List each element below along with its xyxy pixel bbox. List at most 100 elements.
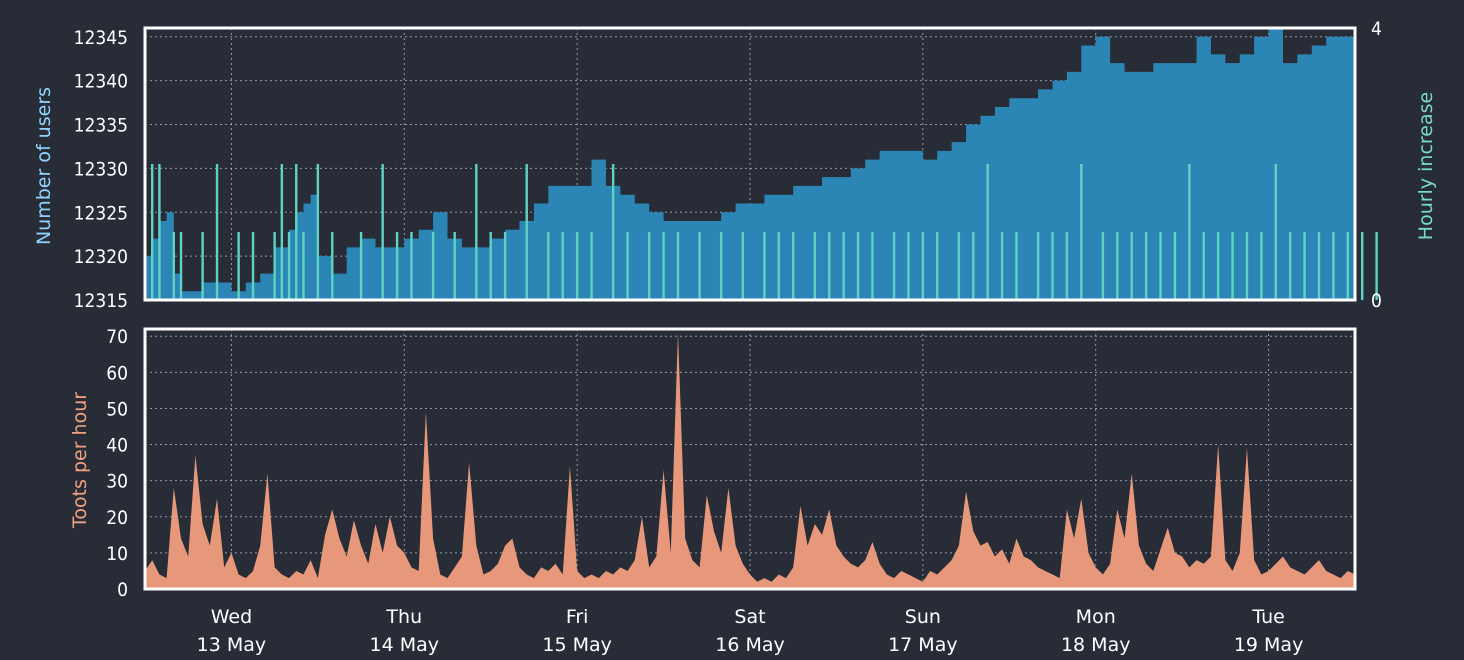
hourly-increase-bar xyxy=(986,164,989,300)
hourly-increase-bar xyxy=(741,232,744,300)
hourly-increase-bar xyxy=(1245,232,1249,300)
toots-y-tick-label: 30 xyxy=(106,471,128,493)
hourly-increase-layer xyxy=(151,164,1378,300)
hourly-increase-bar xyxy=(151,164,154,300)
hourly-increase-bar xyxy=(611,164,615,300)
users-y-axis-label: Number of users xyxy=(33,87,55,245)
hourly-increase-bar xyxy=(179,232,183,300)
users-area xyxy=(145,28,1384,300)
hourly-increase-bar xyxy=(1260,232,1263,300)
x-tick-date-label: 15 May xyxy=(542,634,612,656)
hourly-increase-bar xyxy=(719,232,723,300)
hourly-increase-bar xyxy=(331,232,334,300)
hourly-increase-bar xyxy=(316,164,320,300)
hourly-increase-bar xyxy=(1216,232,1220,300)
users-y-tick-label: 12335 xyxy=(74,115,128,137)
hourly-increase-bar xyxy=(215,164,219,300)
users-panel-frame xyxy=(143,26,1357,302)
toots-y-tick-label: 60 xyxy=(106,362,128,384)
x-tick-date-label: 17 May xyxy=(888,634,958,656)
toots-y-tick-label: 70 xyxy=(106,326,128,348)
users-y-tick-label: 12315 xyxy=(74,290,128,312)
users-y-tick-label: 12340 xyxy=(74,71,128,93)
toots-y-ticks: 0 10 20 30 40 50 60 70 xyxy=(106,326,128,601)
hourly-increase-bar xyxy=(172,232,176,300)
hourly-increase-bar xyxy=(1332,232,1335,300)
hourly-increase-bar xyxy=(957,232,961,300)
x-tick-date-label: 16 May xyxy=(715,634,785,656)
users-y-tick-label: 12320 xyxy=(74,246,128,268)
x-tick-date-label: 14 May xyxy=(370,634,440,656)
x-tick-day-label: Mon xyxy=(1076,606,1116,628)
hourly-increase-bar xyxy=(273,232,276,300)
hourly-increase-bar xyxy=(453,232,456,300)
hourly-increase-bar xyxy=(662,232,665,300)
hourly-increase-bar xyxy=(763,232,766,300)
hourly-increase-bar xyxy=(503,232,507,300)
toots-y-axis-label: Toots per hour xyxy=(69,392,91,529)
x-tick-date-label: 18 May xyxy=(1061,634,1131,656)
users-y-ticks: 12315 12320 12325 12330 12335 12340 12345 xyxy=(74,27,128,312)
hourly-increase-bar xyxy=(1317,232,1321,300)
hourly-increase-bar xyxy=(1188,164,1191,300)
x-tick-day-label: Sun xyxy=(905,606,941,628)
users-area-layer xyxy=(145,28,1384,300)
hourly-increase-bar xyxy=(871,232,874,300)
hourly-y-tick-label: 0 xyxy=(1371,290,1382,312)
x-tick-date-label: 13 May xyxy=(197,634,267,656)
hourly-increase-bar xyxy=(1274,164,1277,300)
hourly-increase-bar xyxy=(395,232,399,300)
hourly-increase-bar xyxy=(489,232,492,300)
x-tick-day-label: Thu xyxy=(385,606,422,628)
hourly-increase-bar xyxy=(842,232,845,300)
hourly-increase-bar xyxy=(1288,232,1292,300)
hourly-increase-bar xyxy=(475,164,478,300)
hourly-increase-bar xyxy=(280,164,284,300)
hourly-increase-bar xyxy=(575,232,579,300)
hourly-increase-bar xyxy=(1101,232,1105,300)
users-y-tick-label: 12345 xyxy=(74,27,128,49)
hourly-increase-bar xyxy=(547,232,550,300)
hourly-increase-bar xyxy=(1303,232,1306,300)
users-y-tick-label: 12330 xyxy=(74,158,128,180)
hourly-increase-bar xyxy=(1080,164,1083,300)
hourly-increase-bar xyxy=(561,232,564,300)
hourly-increase-bar xyxy=(1144,232,1148,300)
hourly-increase-bar xyxy=(302,232,305,300)
hourly-increase-bar xyxy=(813,232,817,300)
hourly-increase-bar xyxy=(1231,232,1234,300)
hourly-increase-bar xyxy=(381,164,384,300)
toots-y-tick-label: 50 xyxy=(106,398,128,420)
x-tick-day-label: Wed xyxy=(211,606,252,628)
hourly-increase-bar xyxy=(431,232,435,300)
toots-area-layer xyxy=(145,332,1355,589)
hourly-increase-bar xyxy=(1116,232,1119,300)
hourly-increase-bar xyxy=(676,232,680,300)
hourly-increase-bar xyxy=(907,232,910,300)
hourly-y-ticks: 04 xyxy=(1371,18,1382,312)
toots-area xyxy=(145,332,1355,589)
hourly-increase-bar xyxy=(287,232,291,300)
hourly-increase-bar xyxy=(295,164,298,300)
hourly-increase-bar xyxy=(237,232,240,300)
hourly-increase-bar xyxy=(1015,232,1018,300)
toots-panel: 0 10 20 30 40 50 60 70 Wed 13 May Thu 14 May Fri 15 … xyxy=(69,326,1357,656)
hourly-y-tick-label: 4 xyxy=(1371,18,1382,40)
hourly-increase-bar xyxy=(1375,232,1378,300)
hourly-increase-bar xyxy=(1173,232,1177,300)
hourly-increase-bar xyxy=(777,232,781,300)
hourly-increase-bar xyxy=(1361,232,1364,300)
hourly-increase-bar xyxy=(251,232,255,300)
hourly-increase-bar xyxy=(525,164,528,300)
hourly-increase-bar xyxy=(1051,232,1054,300)
hourly-increase-bar xyxy=(158,164,161,300)
hourly-increase-bar xyxy=(921,232,925,300)
hourly-increase-bar xyxy=(1036,232,1040,300)
hourly-increase-bar xyxy=(972,232,975,300)
x-tick-date-label: 19 May xyxy=(1234,634,1304,656)
toots-panel-frame xyxy=(143,327,1357,591)
hourly-increase-bar xyxy=(410,232,413,300)
hourly-increase-bar xyxy=(1202,232,1205,300)
